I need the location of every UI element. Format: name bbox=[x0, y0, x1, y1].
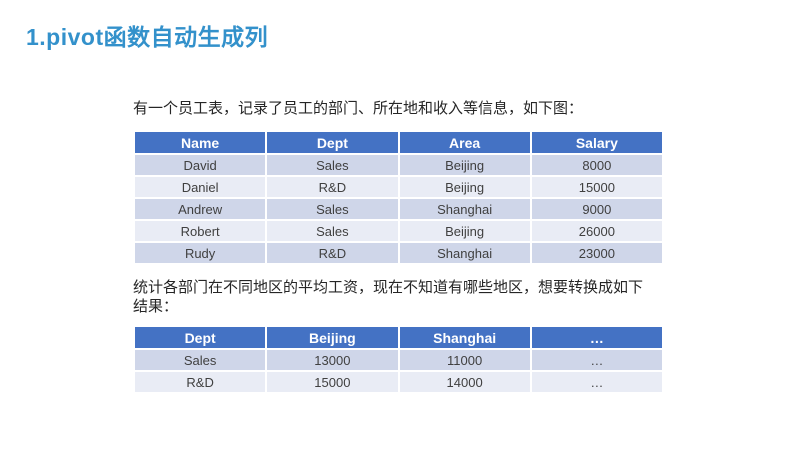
cell-dept: Sales bbox=[265, 219, 400, 243]
table-row: R&D 15000 14000 … bbox=[132, 370, 665, 394]
pivot-table-header-beijing: Beijing bbox=[265, 325, 400, 350]
employee-table: Name Dept Area Salary David Sales Beijin… bbox=[132, 130, 665, 265]
cell-name: Andrew bbox=[132, 197, 268, 221]
table-row: Sales 13000 11000 … bbox=[132, 348, 665, 372]
employee-table-header-row: Name Dept Area Salary bbox=[132, 130, 665, 155]
pivot-result-table: Dept Beijing Shanghai … Sales 13000 1100… bbox=[132, 325, 665, 394]
cell-salary: 9000 bbox=[529, 197, 665, 221]
cell-dept: Sales bbox=[265, 153, 400, 177]
cell-shanghai: 11000 bbox=[397, 348, 532, 372]
slide-title: 1.pivot函数自动生成列 bbox=[26, 24, 269, 50]
intro-paragraph-2-line1: 统计各部门在不同地区的平均工资，现在不知道有哪些地区，想要转换成如下 bbox=[133, 279, 644, 296]
cell-salary: 23000 bbox=[529, 241, 665, 265]
cell-dept: R&D bbox=[265, 175, 400, 199]
cell-ellipsis: … bbox=[529, 370, 665, 394]
table-row: David Sales Beijing 8000 bbox=[132, 153, 665, 177]
table-row: Robert Sales Beijing 26000 bbox=[132, 219, 665, 243]
cell-area: Shanghai bbox=[397, 197, 532, 221]
pivot-table-header-shanghai: Shanghai bbox=[397, 325, 532, 350]
cell-salary: 15000 bbox=[529, 175, 665, 199]
employee-table-header-dept: Dept bbox=[265, 130, 400, 155]
cell-area: Shanghai bbox=[397, 241, 532, 265]
intro-paragraph-2-line2: 结果： bbox=[133, 298, 179, 315]
intro-paragraph-2: 统计各部门在不同地区的平均工资，现在不知道有哪些地区，想要转换成如下 结果： bbox=[133, 278, 693, 316]
cell-name: Robert bbox=[132, 219, 268, 243]
table-row: Daniel R&D Beijing 15000 bbox=[132, 175, 665, 199]
cell-shanghai: 14000 bbox=[397, 370, 532, 394]
table-row: Andrew Sales Shanghai 9000 bbox=[132, 197, 665, 221]
cell-ellipsis: … bbox=[529, 348, 665, 372]
employee-table-header-area: Area bbox=[397, 130, 532, 155]
cell-name: David bbox=[132, 153, 268, 177]
cell-dept: Sales bbox=[265, 197, 400, 221]
table-row: Rudy R&D Shanghai 23000 bbox=[132, 241, 665, 265]
cell-name: Rudy bbox=[132, 241, 268, 265]
cell-beijing: 15000 bbox=[265, 370, 400, 394]
cell-area: Beijing bbox=[397, 219, 532, 243]
cell-area: Beijing bbox=[397, 175, 532, 199]
cell-dept: R&D bbox=[132, 370, 268, 394]
pivot-table-header-ellipsis: … bbox=[529, 325, 665, 350]
employee-table-header-salary: Salary bbox=[529, 130, 665, 155]
cell-salary: 26000 bbox=[529, 219, 665, 243]
cell-name: Daniel bbox=[132, 175, 268, 199]
cell-dept: Sales bbox=[132, 348, 268, 372]
cell-beijing: 13000 bbox=[265, 348, 400, 372]
cell-area: Beijing bbox=[397, 153, 532, 177]
pivot-table-header-dept: Dept bbox=[132, 325, 268, 350]
pivot-table-header-row: Dept Beijing Shanghai … bbox=[132, 325, 665, 350]
employee-table-header-name: Name bbox=[132, 130, 268, 155]
cell-salary: 8000 bbox=[529, 153, 665, 177]
intro-paragraph-1: 有一个员工表，记录了员工的部门、所在地和收入等信息，如下图： bbox=[133, 100, 584, 117]
cell-dept: R&D bbox=[265, 241, 400, 265]
